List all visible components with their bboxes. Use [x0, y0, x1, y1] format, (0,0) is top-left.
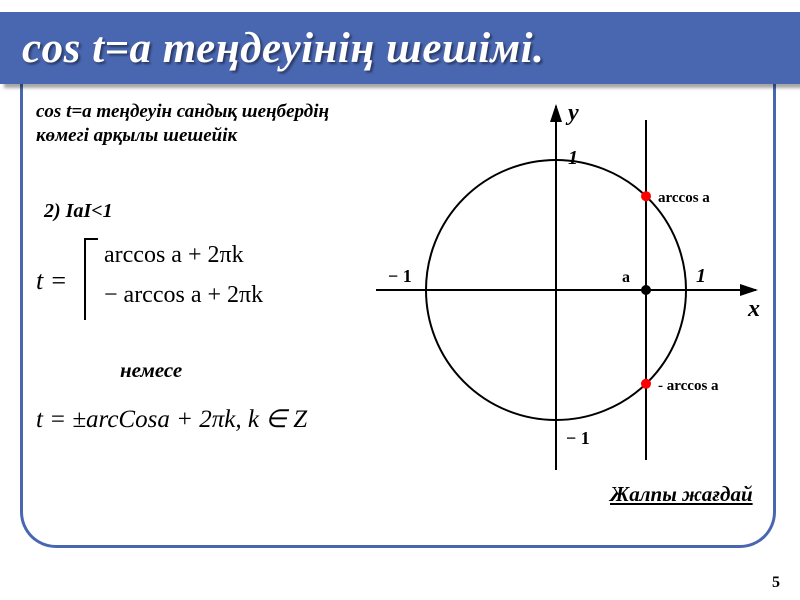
formula-row2: − arccos a + 2πk [104, 282, 263, 309]
general-case-label: Жалпы жағдай [610, 482, 753, 507]
svg-text:у: у [565, 100, 579, 126]
svg-text:- arccos a: - arccos a [658, 378, 719, 394]
svg-text:х: х [747, 296, 760, 322]
case-label: 2) ІаІ<1 [44, 200, 113, 223]
svg-text:1: 1 [568, 147, 578, 169]
or-label: немесе [120, 358, 182, 383]
svg-text:1: 1 [696, 265, 706, 287]
formula-system: t = arccos a + 2πk − arccos a + 2πk [36, 236, 326, 326]
diagram-svg: у х 1 1 − 1 − 1 a arccos a - arccos a [356, 100, 776, 480]
intro-text: cos t=a теңдеуін сандық шеңбердің көмегі… [36, 100, 336, 148]
bracket-icon [84, 238, 98, 320]
unit-circle-diagram: у х 1 1 − 1 − 1 a arccos a - arccos a [356, 100, 776, 480]
svg-text:a: a [622, 269, 630, 286]
formula-combined: t = ±arcCosa + 2πk, k ∈ Z [36, 404, 307, 434]
title-bar: cos t=a теңдеуінің шешімі. [0, 12, 800, 84]
slide-title: cos t=a теңдеуінің шешімі. [22, 24, 544, 73]
svg-text:− 1: − 1 [566, 428, 590, 448]
svg-text:arccos a: arccos a [658, 190, 710, 206]
formula-lhs: t = [36, 266, 67, 296]
page-number: 5 [772, 574, 780, 592]
formula-row1: arccos a + 2πk [104, 242, 244, 269]
svg-text:− 1: − 1 [388, 266, 412, 286]
